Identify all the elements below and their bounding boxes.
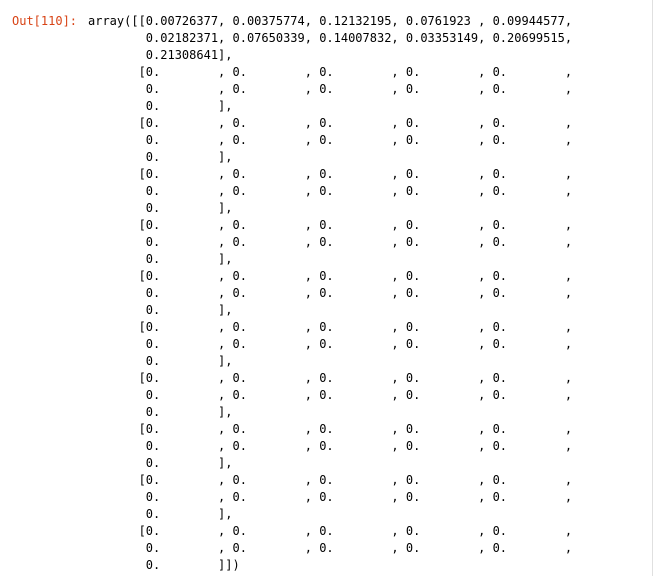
output-line: 0. , 0. , 0. , 0. , 0. , [88, 235, 573, 249]
output-line: [0. , 0. , 0. , 0. , 0. , [88, 422, 573, 436]
output-line: 0. ], [88, 150, 233, 164]
output-line: 0. , 0. , 0. , 0. , 0. , [88, 133, 573, 147]
output-line: 0. , 0. , 0. , 0. , 0. , [88, 82, 573, 96]
output-line: [0. , 0. , 0. , 0. , 0. , [88, 167, 573, 181]
output-line: 0.02182371, 0.07650339, 0.14007832, 0.03… [88, 31, 573, 45]
output-line: 0. ], [88, 507, 233, 521]
output-line: 0. ], [88, 303, 233, 317]
output-line: 0. , 0. , 0. , 0. , 0. , [88, 286, 573, 300]
output-line: [0. , 0. , 0. , 0. , 0. , [88, 371, 573, 385]
output-line: 0. ], [88, 201, 233, 215]
output-line: 0. , 0. , 0. , 0. , 0. , [88, 439, 573, 453]
output-line: 0. , 0. , 0. , 0. , 0. , [88, 388, 573, 402]
output-line: 0. , 0. , 0. , 0. , 0. , [88, 541, 573, 555]
output-line: 0. , 0. , 0. , 0. , 0. , [88, 184, 573, 198]
output-line: [0. , 0. , 0. , 0. , 0. , [88, 65, 573, 79]
array-output: array([[0.00726377, 0.00375774, 0.121321… [88, 13, 648, 574]
output-line: 0.21308641], [88, 48, 233, 62]
output-line: [0. , 0. , 0. , 0. , 0. , [88, 524, 573, 538]
output-line: [0. , 0. , 0. , 0. , 0. , [88, 320, 573, 334]
output-line: 0. , 0. , 0. , 0. , 0. , [88, 490, 573, 504]
output-line: 0. , 0. , 0. , 0. , 0. , [88, 337, 573, 351]
output-line: 0. ], [88, 405, 233, 419]
output-prompt: Out[110]: [12, 14, 78, 28]
output-line: [0. , 0. , 0. , 0. , 0. , [88, 269, 573, 283]
output-line: [0. , 0. , 0. , 0. , 0. , [88, 116, 573, 130]
output-line: 0. ], [88, 354, 233, 368]
output-line: 0. ], [88, 252, 233, 266]
output-line: 0. ], [88, 456, 233, 470]
output-line: 0. ], [88, 99, 233, 113]
output-line: [0. , 0. , 0. , 0. , 0. , [88, 218, 573, 232]
output-line: [0. , 0. , 0. , 0. , 0. , [88, 473, 573, 487]
output-line: array([[0.00726377, 0.00375774, 0.121321… [88, 14, 573, 28]
output-line: 0. ]]) [88, 558, 240, 572]
